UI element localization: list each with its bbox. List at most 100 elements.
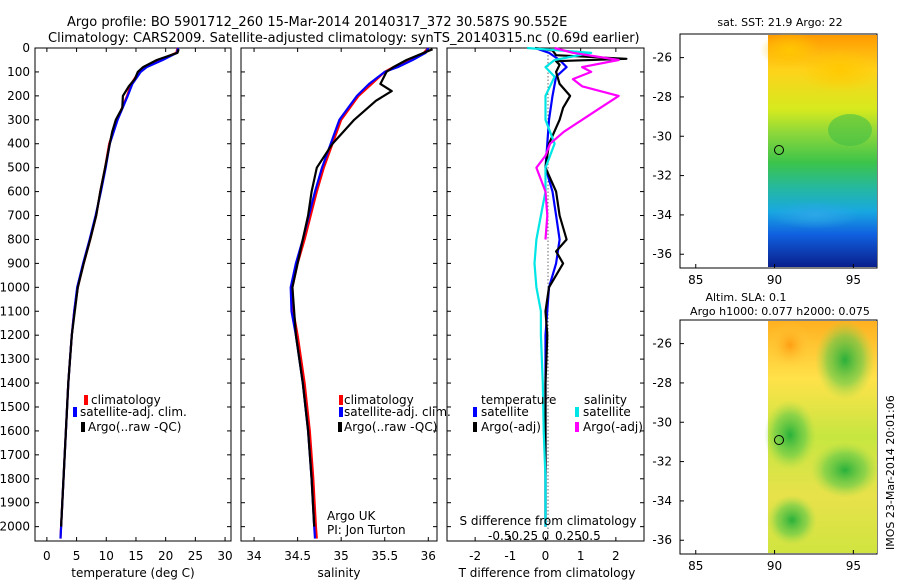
map-x-tick-label: 95 [846, 559, 861, 573]
depth-tick-label: 100 [7, 65, 30, 79]
series-line-climatology [291, 47, 430, 539]
sla-map-title: Altim. SLA: 0.1 [705, 291, 786, 304]
series-line-satellite [527, 46, 593, 527]
depth-tick-label: 1000 [0, 280, 30, 294]
map-x-tick-label: 85 [688, 559, 703, 573]
legend-title-temperature: temperature [481, 393, 556, 407]
legend-label-argo: Argo(..raw -QC) [344, 420, 437, 434]
x-tick-label: 30 [217, 549, 232, 563]
salinity-legend: climatology satellite-adj. clim. Argo(..… [338, 393, 451, 434]
map-y-tick-label: -28 [652, 90, 672, 104]
sst-map-title: sat. SST: 21.9 Argo: 22 [717, 16, 842, 29]
salinity-diff-tick-label: 0 [542, 529, 550, 543]
depth-tick-label: 1700 [0, 448, 30, 462]
legend-label-s-satellite: satellite [583, 405, 631, 419]
salinity-diff-tick-label: -0.25 [507, 529, 538, 543]
x-tick-label: 34.5 [284, 549, 311, 563]
salinity-diff-tick-label: 0.25 [555, 529, 582, 543]
series-line-argo-raw-qc- [291, 48, 434, 527]
pi-label: PI: Jon Turton [327, 523, 406, 537]
legend-swatch-t-satellite [473, 407, 477, 417]
map-y-tick-label: -32 [652, 455, 672, 469]
difference-x-ticks: -2 -1 0 1 2 [469, 48, 620, 563]
depth-tick-label: 0 [22, 41, 30, 55]
temperature-legend: climatology satellite-adj. clim. Argo(..… [73, 393, 187, 434]
legend-label-t-satellite: satellite [481, 405, 529, 419]
map-y-tick-label: -34 [652, 494, 672, 508]
sla-float-marker [774, 435, 784, 445]
legend-swatch-climatology [84, 395, 88, 405]
depth-tick-label: 700 [7, 209, 30, 223]
argo-center-label: Argo UK [327, 509, 376, 523]
legend-swatch-satellite [339, 407, 343, 417]
x-tick-label: -2 [469, 549, 481, 563]
difference-series [527, 46, 628, 527]
legend-label-s-argo: Argo(-adj) [583, 420, 643, 434]
x-tick-label: 2 [612, 549, 620, 563]
map-x-tick-label: 90 [767, 273, 782, 287]
depth-tick-label: 1400 [0, 376, 30, 390]
map-y-tick-label: -36 [652, 533, 672, 547]
imos-timestamp: IMOS 23-Mar-2014 20:01:06 [884, 395, 897, 550]
legend-swatch-argo [81, 422, 85, 432]
legend-swatch-s-argo [575, 422, 579, 432]
map-x-tick-label: 95 [846, 273, 861, 287]
x-tick-label: 35 [334, 549, 349, 563]
map-y-tick-label: -30 [652, 129, 672, 143]
x-tick-label: 36 [421, 549, 436, 563]
legend-swatch-satellite [73, 407, 77, 417]
temperature-panel: 0 5 10 15 20 25 30 temperature (deg C) climato… [34, 47, 233, 580]
map-y-tick-label: -26 [652, 337, 672, 351]
legend-swatch-s-satellite [575, 407, 579, 417]
legend-swatch-climatology [339, 395, 343, 405]
salinity-difference-label: S difference from climatology [460, 514, 637, 528]
depth-tick-label: 500 [7, 161, 30, 175]
salinity-x-label: salinity [317, 566, 360, 580]
temperature-series [59, 47, 180, 539]
sst-float-marker [774, 145, 784, 155]
series-line-argo-adj- [535, 46, 620, 240]
depth-tick-label: 200 [7, 89, 30, 103]
depth-tick-label: 1100 [0, 304, 30, 318]
legend-label-satellite: satellite-adj. clim. [80, 405, 187, 419]
x-tick-label: 34 [246, 549, 261, 563]
legend-swatch-argo [338, 422, 342, 432]
map-x-tick-label: 85 [688, 273, 703, 287]
x-tick-label: 15 [128, 549, 143, 563]
series-line-satellite [534, 46, 568, 527]
sla-map-panel: Altim. SLA: 0.1 Argo h1000: 0.077 h2000:… [652, 291, 879, 573]
difference-legend: temperature salinity satellite Argo(-adj… [473, 393, 643, 434]
sst-map-ticks: 85 90 95 -26 -28 -30 -32 -34 -36 [652, 51, 861, 287]
sst-heatmap [760, 32, 880, 267]
legend-label-argo: Argo(..raw -QC) [88, 420, 181, 434]
temperature-x-label: temperature (deg C) [71, 566, 194, 580]
depth-tick-label: 900 [7, 256, 30, 270]
x-tick-label: 20 [158, 549, 173, 563]
x-tick-label: 35.5 [371, 549, 398, 563]
legend-label-satellite: satellite-adj. clim. [344, 405, 451, 419]
depth-tick-label: 300 [7, 113, 30, 127]
map-y-tick-label: -36 [652, 247, 672, 261]
sla-heatmap [764, 320, 879, 553]
legend-swatch-t-argo [473, 422, 477, 432]
sla-map-subtitle: Argo h1000: 0.077 h2000: 0.075 [690, 305, 870, 318]
depth-tick-label: 1800 [0, 472, 30, 486]
temperature-plot-frame [34, 47, 232, 542]
depth-tick-label: 600 [7, 185, 30, 199]
legend-label-t-argo: Argo(-adj) [481, 420, 541, 434]
difference-x-label: T difference from climatology [458, 566, 636, 580]
salinity-difference-ticks: -0.5-0.25 0 0.25 0.5 [488, 529, 601, 543]
sst-map-panel: sat. SST: 21.9 Argo: 22 85 90 95 -26 -28 -30 -… [652, 16, 880, 287]
legend-label-climatology: climatology [344, 393, 414, 407]
depth-tick-labels: 0 100 200 300 400 500 600 700 800 900 1000 1100 1200… [0, 41, 644, 534]
map-y-tick-label: -28 [652, 376, 672, 390]
depth-tick-label: 800 [7, 232, 30, 246]
x-tick-label: 25 [188, 549, 203, 563]
depth-tick-label: 1900 [0, 496, 30, 510]
figure-title-line1: Argo profile: BO 5901712_260 15-Mar-2014… [67, 15, 567, 30]
map-y-tick-label: -32 [652, 169, 672, 183]
depth-tick-label: 2000 [0, 520, 30, 534]
salinity-panel: 34 34.5 35 35.5 36 salinity climatology sate… [240, 47, 451, 580]
x-tick-label: 10 [99, 549, 114, 563]
series-line-argo-raw-qc- [60, 48, 180, 527]
